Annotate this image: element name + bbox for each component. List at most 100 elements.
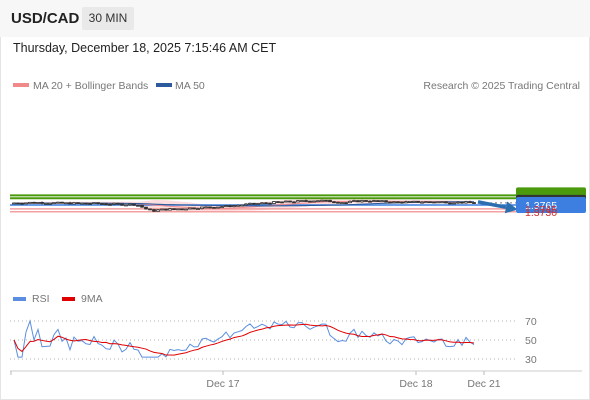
candle-body (376, 200, 380, 202)
candle-body (468, 201, 472, 204)
candle-body (352, 200, 356, 202)
candle-body (120, 203, 124, 206)
candle-body (156, 209, 160, 212)
candle-body (200, 206, 204, 209)
candle-body (140, 205, 144, 208)
candle-body (72, 202, 76, 205)
ma20-legend-label: MA 20 + Bollinger Bands (33, 80, 148, 92)
rsi-tick-label: 30 (525, 354, 537, 366)
forecast-arrow-shaft (477, 200, 507, 210)
candle-body (32, 201, 36, 204)
candle-body (368, 200, 372, 203)
candle-body (444, 201, 448, 204)
level-label-support: 1.3745 (525, 204, 557, 216)
candle-body (344, 202, 348, 204)
candle-body (432, 201, 436, 204)
candle-body (216, 206, 220, 209)
candle-body (472, 202, 476, 204)
rsi-ma-legend-label: 9MA (81, 293, 103, 305)
candle-body (404, 201, 408, 204)
candle-body (448, 202, 452, 205)
rsi-tick-label: 50 (525, 335, 537, 347)
time-tick-label: Dec 18 (399, 378, 432, 390)
price-levels (10, 194, 516, 213)
candle-body (372, 200, 376, 202)
candle-body (80, 202, 84, 205)
candle-body (96, 202, 100, 205)
candle-body (416, 200, 420, 203)
candle-body (272, 201, 276, 204)
candle-body (92, 202, 96, 205)
candle-body (136, 204, 140, 207)
candle-body (44, 203, 48, 205)
candle-body (340, 202, 344, 204)
candle-body (324, 199, 328, 202)
candle-body (392, 201, 396, 204)
rsi-tick-label: 70 (525, 316, 537, 328)
candle-body (384, 200, 388, 203)
candle-body (380, 200, 384, 203)
candle-body (236, 204, 240, 207)
candle-body (296, 200, 300, 203)
candlesticks (12, 199, 476, 212)
candle-body (68, 202, 72, 205)
chart-datetime: Thursday, December 18, 2025 7:15:46 AM C… (13, 41, 277, 55)
ma20-legend-swatch (13, 83, 29, 87)
forecast-arrow (477, 200, 518, 214)
candle-body (256, 203, 260, 205)
candle-body (308, 200, 312, 203)
candle-body (160, 208, 164, 211)
candle-body (192, 207, 196, 210)
candle-body (436, 201, 440, 204)
candle-body (84, 202, 88, 205)
candle-body (188, 207, 192, 210)
rsi-legend-swatch (13, 297, 26, 301)
candle-body (20, 202, 24, 205)
rsi-legend-label: RSI (32, 293, 50, 305)
candle-body (180, 208, 184, 211)
candle-body (148, 208, 152, 211)
chart-header: USD/CAD 30 MIN (0, 0, 590, 37)
candle-body (128, 203, 132, 206)
candle-body (408, 200, 412, 203)
candle-body (144, 206, 148, 210)
candle-body (100, 203, 104, 205)
candle-body (28, 201, 32, 204)
candle-body (428, 201, 432, 204)
candle-body (176, 208, 180, 211)
level-tag-pivot (516, 197, 586, 213)
candle-body (248, 202, 252, 205)
candle-body (172, 208, 176, 211)
candle-body (260, 202, 264, 205)
candle-body (332, 201, 336, 204)
candle-body (276, 201, 280, 203)
candle-body (336, 201, 340, 204)
candle-body (168, 208, 172, 211)
candle-body (328, 199, 332, 203)
candle-body (108, 203, 112, 206)
candle-body (60, 201, 64, 204)
candle-body (224, 205, 228, 208)
candle-body (212, 206, 216, 209)
candle-body (396, 201, 400, 204)
candle-body (132, 203, 136, 206)
candle-body (152, 209, 156, 212)
candle-body (232, 205, 236, 208)
rsi-panel: 70 50 30 (10, 316, 537, 366)
candle-body (208, 206, 212, 209)
rsi-line (13, 319, 475, 358)
candle-body (48, 202, 52, 205)
candle-body (280, 201, 284, 204)
rsi-ma-line (13, 323, 475, 356)
forecast-arrow-head (504, 201, 518, 214)
time-tick-label: Dec 21 (467, 378, 500, 390)
ma50-legend-label: MA 50 (175, 80, 205, 92)
candle-body (16, 202, 20, 205)
level-label-support: 1.3730 (525, 207, 557, 219)
candle-body (356, 200, 360, 203)
candle-body (360, 200, 364, 203)
candle-body (464, 201, 468, 204)
timeframe-badge[interactable]: 30 MIN (82, 7, 134, 30)
